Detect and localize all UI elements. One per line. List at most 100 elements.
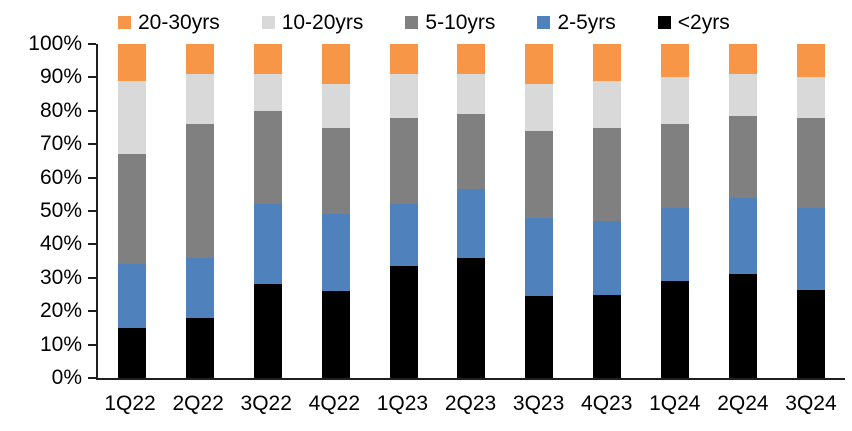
bar-segment-10-20yrs — [661, 77, 690, 125]
legend-item: 5-10yrs — [405, 12, 495, 33]
bar-segment-5-10yrs — [525, 130, 554, 218]
bar-segment-5-10yrs — [321, 127, 350, 215]
y-axis-label: 90% — [39, 65, 82, 89]
bar-segment-2-5yrs — [321, 214, 350, 292]
bar-segment-2-5yrs — [117, 264, 146, 328]
y-axis-label: 80% — [39, 98, 82, 122]
plot-area: 0% 10% 20% 30% 40% 50% 60% 70% 80% 90% 100% — [28, 32, 845, 389]
bar-segment-10-20yrs — [117, 80, 146, 155]
bars-container — [98, 44, 845, 378]
bar-segment-10-20yrs — [321, 84, 350, 128]
y-axis-label: 50% — [39, 199, 82, 222]
x-axis-label: 3Q22 — [240, 392, 292, 415]
x-axis-label: 1Q23 — [376, 392, 429, 415]
bar-segment-5-10yrs — [729, 115, 758, 198]
legend-label: 20-30yrs — [138, 10, 220, 34]
y-axis-label: 0% — [51, 366, 82, 389]
bar-4Q22 — [321, 44, 350, 378]
bar-slot — [641, 44, 709, 378]
bar-slot — [505, 44, 573, 378]
bar-segment-<2yrs — [661, 281, 690, 378]
legend-label: <2yrs — [677, 10, 730, 34]
y-axis-label: 100% — [28, 32, 82, 55]
y-axis-tick — [88, 210, 96, 212]
bar-slot — [709, 44, 777, 378]
bar-segment-5-10yrs — [389, 117, 418, 205]
y-axis-label: 40% — [39, 232, 82, 256]
legend-label: 10-20yrs — [281, 10, 364, 34]
bar-segment-10-20yrs — [253, 74, 282, 111]
bar-segment-<2yrs — [525, 296, 554, 378]
bar-segment-2-5yrs — [797, 207, 826, 290]
bar-segment-10-20yrs — [389, 74, 418, 118]
bar-1Q23 — [389, 44, 418, 378]
bar-slot — [370, 44, 438, 378]
y-axis-label: 30% — [39, 265, 82, 289]
bar-segment-20-30yrs — [117, 44, 146, 81]
x-axis-label: 3Q23 — [512, 392, 565, 415]
bar-3Q23 — [525, 44, 554, 378]
bar-segment-20-30yrs — [797, 44, 826, 78]
y-axis-tick — [88, 276, 96, 279]
bar-segment-20-30yrs — [661, 44, 690, 78]
bar-segment-2-5yrs — [185, 257, 214, 318]
bar-segment-5-10yrs — [117, 154, 146, 265]
bar-segment-20-30yrs — [253, 44, 282, 75]
y-axis-tick — [88, 76, 96, 79]
bar-3Q22 — [253, 44, 282, 378]
y-axis-tick — [88, 109, 96, 112]
y-axis-tick — [88, 176, 96, 179]
bar-segment-<2yrs — [117, 327, 146, 378]
bar-slot — [438, 44, 506, 378]
legend-item: 10-20yrs — [261, 10, 364, 34]
bar-segment-<2yrs — [797, 289, 826, 378]
bar-segment-20-30yrs — [525, 44, 554, 85]
y-axis-label: 60% — [39, 165, 82, 189]
y-axis-tick — [88, 243, 96, 246]
bar-segment-10-20yrs — [593, 80, 622, 128]
x-axis-label: 1Q22 — [104, 392, 156, 415]
legend-swatch-icon — [118, 15, 131, 29]
x-axis-label: 4Q23 — [581, 392, 633, 415]
x-axis-label: 1Q24 — [649, 392, 701, 415]
bar-segment-10-20yrs — [729, 74, 758, 116]
bar-segment-20-30yrs — [185, 44, 214, 75]
y-axis-tick — [88, 377, 96, 379]
legend-swatch-icon — [537, 15, 551, 29]
legend-item: <2yrs — [657, 10, 730, 34]
bar-slot — [234, 44, 302, 378]
bar-segment-2-5yrs — [525, 217, 554, 297]
y-axis-tick — [88, 43, 96, 45]
bar-segment-<2yrs — [457, 257, 486, 378]
x-axis-labels: 1Q22 2Q22 3Q22 4Q22 1Q23 2Q23 3Q23 4Q23 1Q24 2Q24… — [96, 392, 845, 416]
bar-segment-10-20yrs — [797, 77, 826, 118]
legend-swatch-icon — [657, 15, 671, 29]
x-axis-label: 2Q22 — [172, 392, 224, 415]
bar-1Q24 — [661, 44, 690, 378]
bar-segment-20-30yrs — [321, 44, 350, 85]
chart-legend: 20-30yrs 10-20yrs 5-10yrs 2-5yrs <2yrs — [118, 8, 730, 36]
bar-segment-5-10yrs — [797, 117, 826, 208]
bar-segment-<2yrs — [389, 266, 418, 378]
bar-slot — [573, 44, 641, 378]
bar-segment-5-10yrs — [253, 110, 282, 205]
bar-segment-20-30yrs — [593, 44, 622, 81]
bar-slot — [302, 44, 370, 378]
bar-segment-2-5yrs — [729, 197, 758, 275]
bar-2Q22 — [185, 44, 214, 378]
x-axis-label: 2Q24 — [717, 392, 769, 415]
y-axis-label: 10% — [39, 332, 82, 356]
bar-segment-10-20yrs — [185, 74, 214, 125]
bar-segment-20-30yrs — [389, 44, 418, 75]
bar-segment-<2yrs — [253, 284, 282, 378]
bar-2Q24 — [729, 44, 758, 378]
y-axis-tick — [88, 343, 96, 346]
y-axis-tick — [88, 143, 96, 146]
y-axis-label: 70% — [39, 132, 82, 156]
bar-segment-2-5yrs — [593, 221, 622, 295]
legend-item: 20-30yrs — [118, 12, 220, 33]
bar-segment-2-5yrs — [457, 189, 486, 258]
x-axis-label: 2Q23 — [444, 392, 497, 415]
bar-segment-20-30yrs — [729, 44, 758, 75]
